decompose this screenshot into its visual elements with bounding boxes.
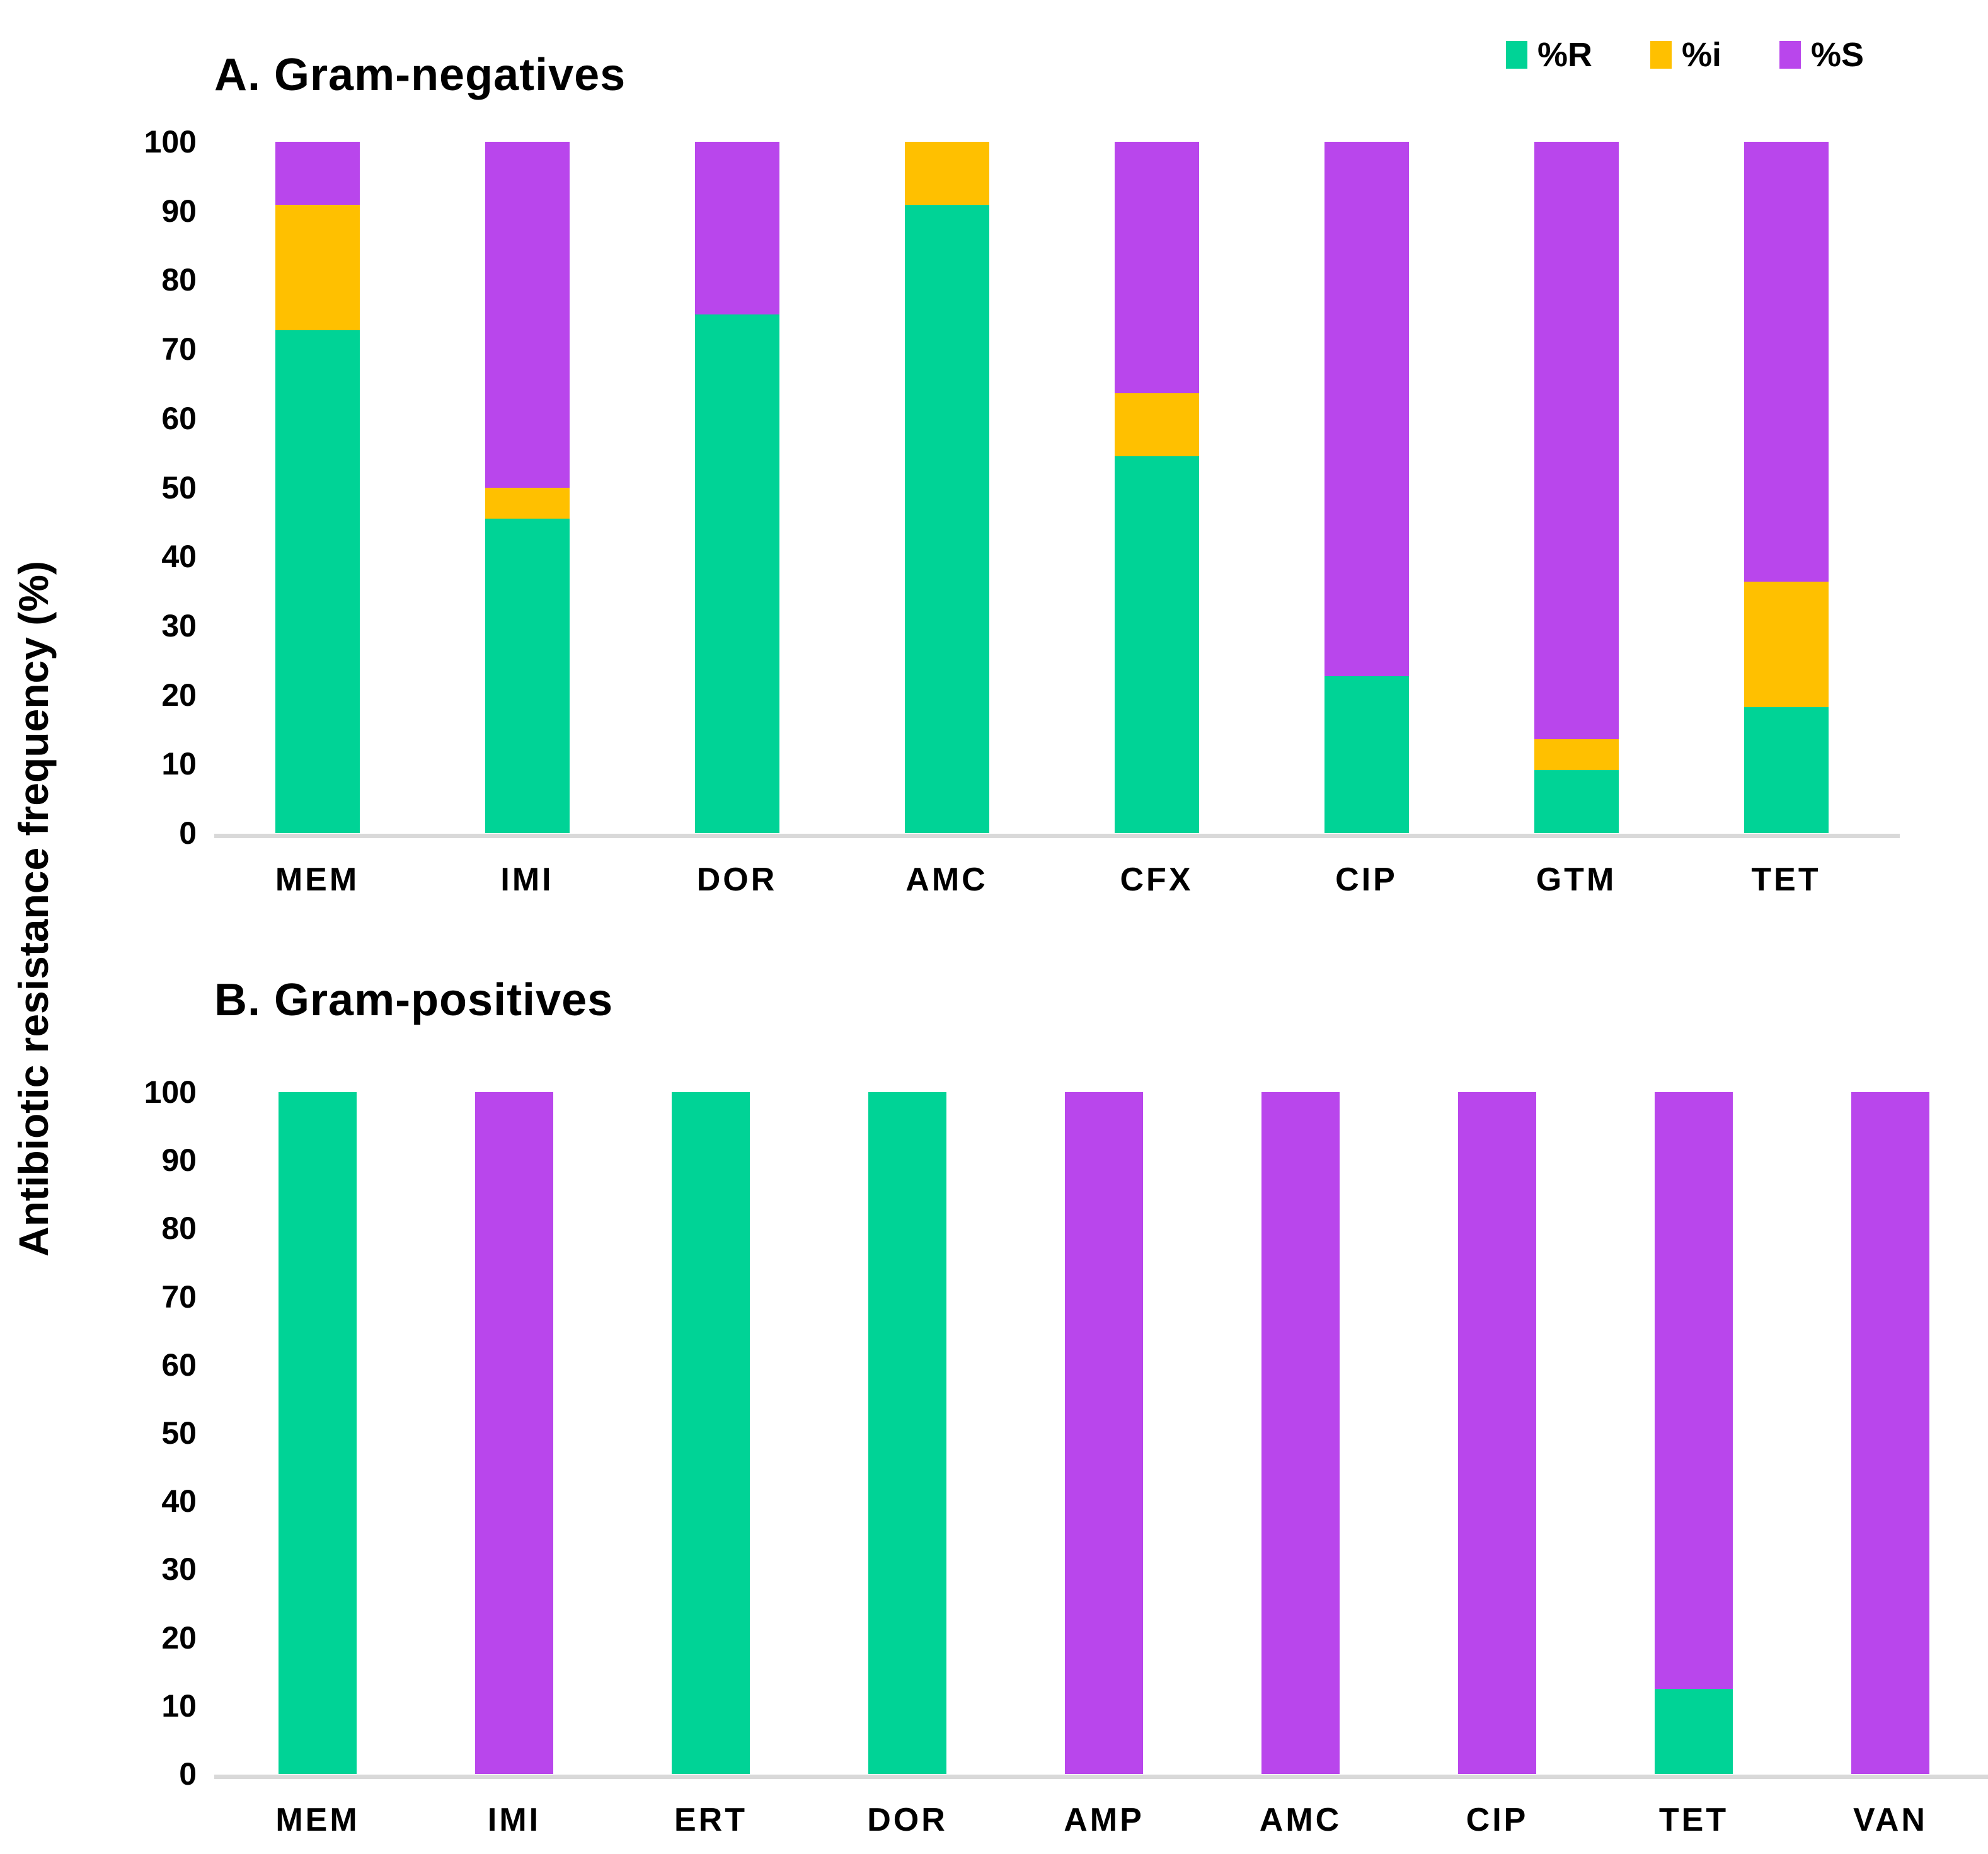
bar-segment-IMI-i [485, 487, 570, 519]
x-category-label-CIP: CIP [1335, 861, 1398, 898]
y-tick-label: 50 [161, 1415, 197, 1451]
x-axis-line [214, 834, 1900, 838]
bar-segment-CFX-S [1114, 142, 1199, 394]
y-tick-label: 80 [161, 1211, 197, 1247]
intermediate-swatch-icon [1650, 41, 1672, 69]
y-tick-label: 60 [161, 400, 197, 436]
bar-segment-VAN-S [1851, 1092, 1929, 1774]
y-tick-label: 40 [161, 539, 197, 575]
legend-label-susceptible: %S [1811, 36, 1864, 74]
bar-segment-AMC-i [904, 142, 989, 205]
bar-segment-AMC-S [1261, 1092, 1340, 1774]
bar-segment-CFX-R [1114, 456, 1199, 833]
y-tick-label: 100 [144, 124, 197, 159]
bar-segment-MEM-S [275, 142, 360, 205]
y-tick-label: 20 [161, 677, 197, 713]
x-category-label-MEM: MEM [275, 1802, 360, 1838]
x-category-label-AMC: AMC [1259, 1802, 1342, 1838]
x-category-label-TET: TET [1751, 861, 1821, 898]
bar-segment-AMC-R [904, 204, 989, 833]
y-tick-label: 10 [161, 1688, 197, 1724]
x-category-label-AMC: AMC [905, 861, 988, 898]
bar-segment-MEM-R [275, 330, 360, 833]
x-category-label-DOR: DOR [696, 861, 778, 898]
panel-b-title: B. Gram-positives [214, 975, 614, 1025]
bar-segment-MEM-R [279, 1092, 357, 1774]
x-category-label-CIP: CIP [1466, 1802, 1529, 1838]
y-tick-label: 0 [179, 1756, 197, 1792]
x-category-label-GTM: GTM [1536, 861, 1617, 898]
bar-segment-CIP-S [1458, 1092, 1536, 1774]
legend-label-intermediate: %i [1682, 36, 1722, 74]
y-tick-label: 80 [161, 262, 197, 298]
bar-segment-MEM-i [275, 204, 360, 331]
bar-segment-TET-S [1655, 1092, 1733, 1689]
y-tick-label: 90 [161, 193, 197, 229]
y-tick-label: 30 [161, 1552, 197, 1587]
legend-item-susceptible: %S [1779, 35, 1864, 74]
bar-segment-IMI-S [485, 142, 570, 488]
y-tick-label: 0 [179, 815, 197, 851]
bar-segment-CFX-i [1114, 393, 1199, 457]
x-category-label-MEM: MEM [275, 861, 360, 898]
bar-segment-CIP-S [1324, 142, 1409, 676]
chart-legend: %R %i %S [1506, 35, 1864, 74]
bar-segment-DOR-R [868, 1092, 946, 1774]
y-tick-label: 90 [161, 1143, 197, 1178]
bar-segment-IMI-S [475, 1092, 553, 1774]
y-tick-label: 50 [161, 469, 197, 505]
bar-segment-GTM-R [1534, 770, 1619, 833]
bar-segment-GTM-S [1534, 142, 1619, 739]
legend-label-resistant: %R [1537, 36, 1593, 74]
x-category-label-DOR: DOR [867, 1802, 948, 1838]
x-category-label-IMI: IMI [487, 1802, 541, 1838]
legend-item-resistant: %R [1506, 35, 1592, 74]
bar-segment-TET-S [1744, 142, 1829, 582]
bar-segment-ERT-R [672, 1092, 750, 1774]
x-category-label-AMP: AMP [1064, 1802, 1144, 1838]
bar-segment-DOR-R [694, 314, 779, 833]
y-tick-label: 20 [161, 1620, 197, 1655]
y-tick-label: 70 [161, 331, 197, 367]
bar-segment-TET-R [1655, 1688, 1733, 1774]
x-category-label-IMI: IMI [500, 861, 554, 898]
bar-segment-GTM-i [1534, 739, 1619, 771]
y-tick-label: 30 [161, 607, 197, 643]
bar-segment-AMP-S [1065, 1092, 1143, 1774]
y-tick-label: 60 [161, 1347, 197, 1383]
x-category-label-CFX: CFX [1120, 861, 1193, 898]
y-tick-label: 40 [161, 1483, 197, 1519]
x-axis-line [214, 1775, 1988, 1779]
y-tick-label: 100 [144, 1074, 197, 1110]
y-axis-label: Antibiotic resistance frequency (%) [10, 561, 57, 1257]
x-category-label-VAN: VAN [1853, 1802, 1928, 1838]
bar-segment-TET-R [1744, 707, 1829, 833]
x-category-label-TET: TET [1658, 1802, 1729, 1838]
y-tick-label: 70 [161, 1279, 197, 1315]
bar-segment-IMI-R [485, 518, 570, 833]
bar-segment-CIP-R [1324, 676, 1409, 833]
legend-item-intermediate: %i [1650, 35, 1721, 74]
bar-segment-DOR-S [694, 142, 779, 315]
y-tick-label: 10 [161, 746, 197, 782]
panel-a-title: A. Gram-negatives [214, 50, 626, 100]
bar-segment-TET-i [1744, 581, 1829, 708]
susceptible-swatch-icon [1779, 41, 1801, 69]
x-category-label-ERT: ERT [674, 1802, 747, 1838]
resistant-swatch-icon [1506, 41, 1527, 69]
